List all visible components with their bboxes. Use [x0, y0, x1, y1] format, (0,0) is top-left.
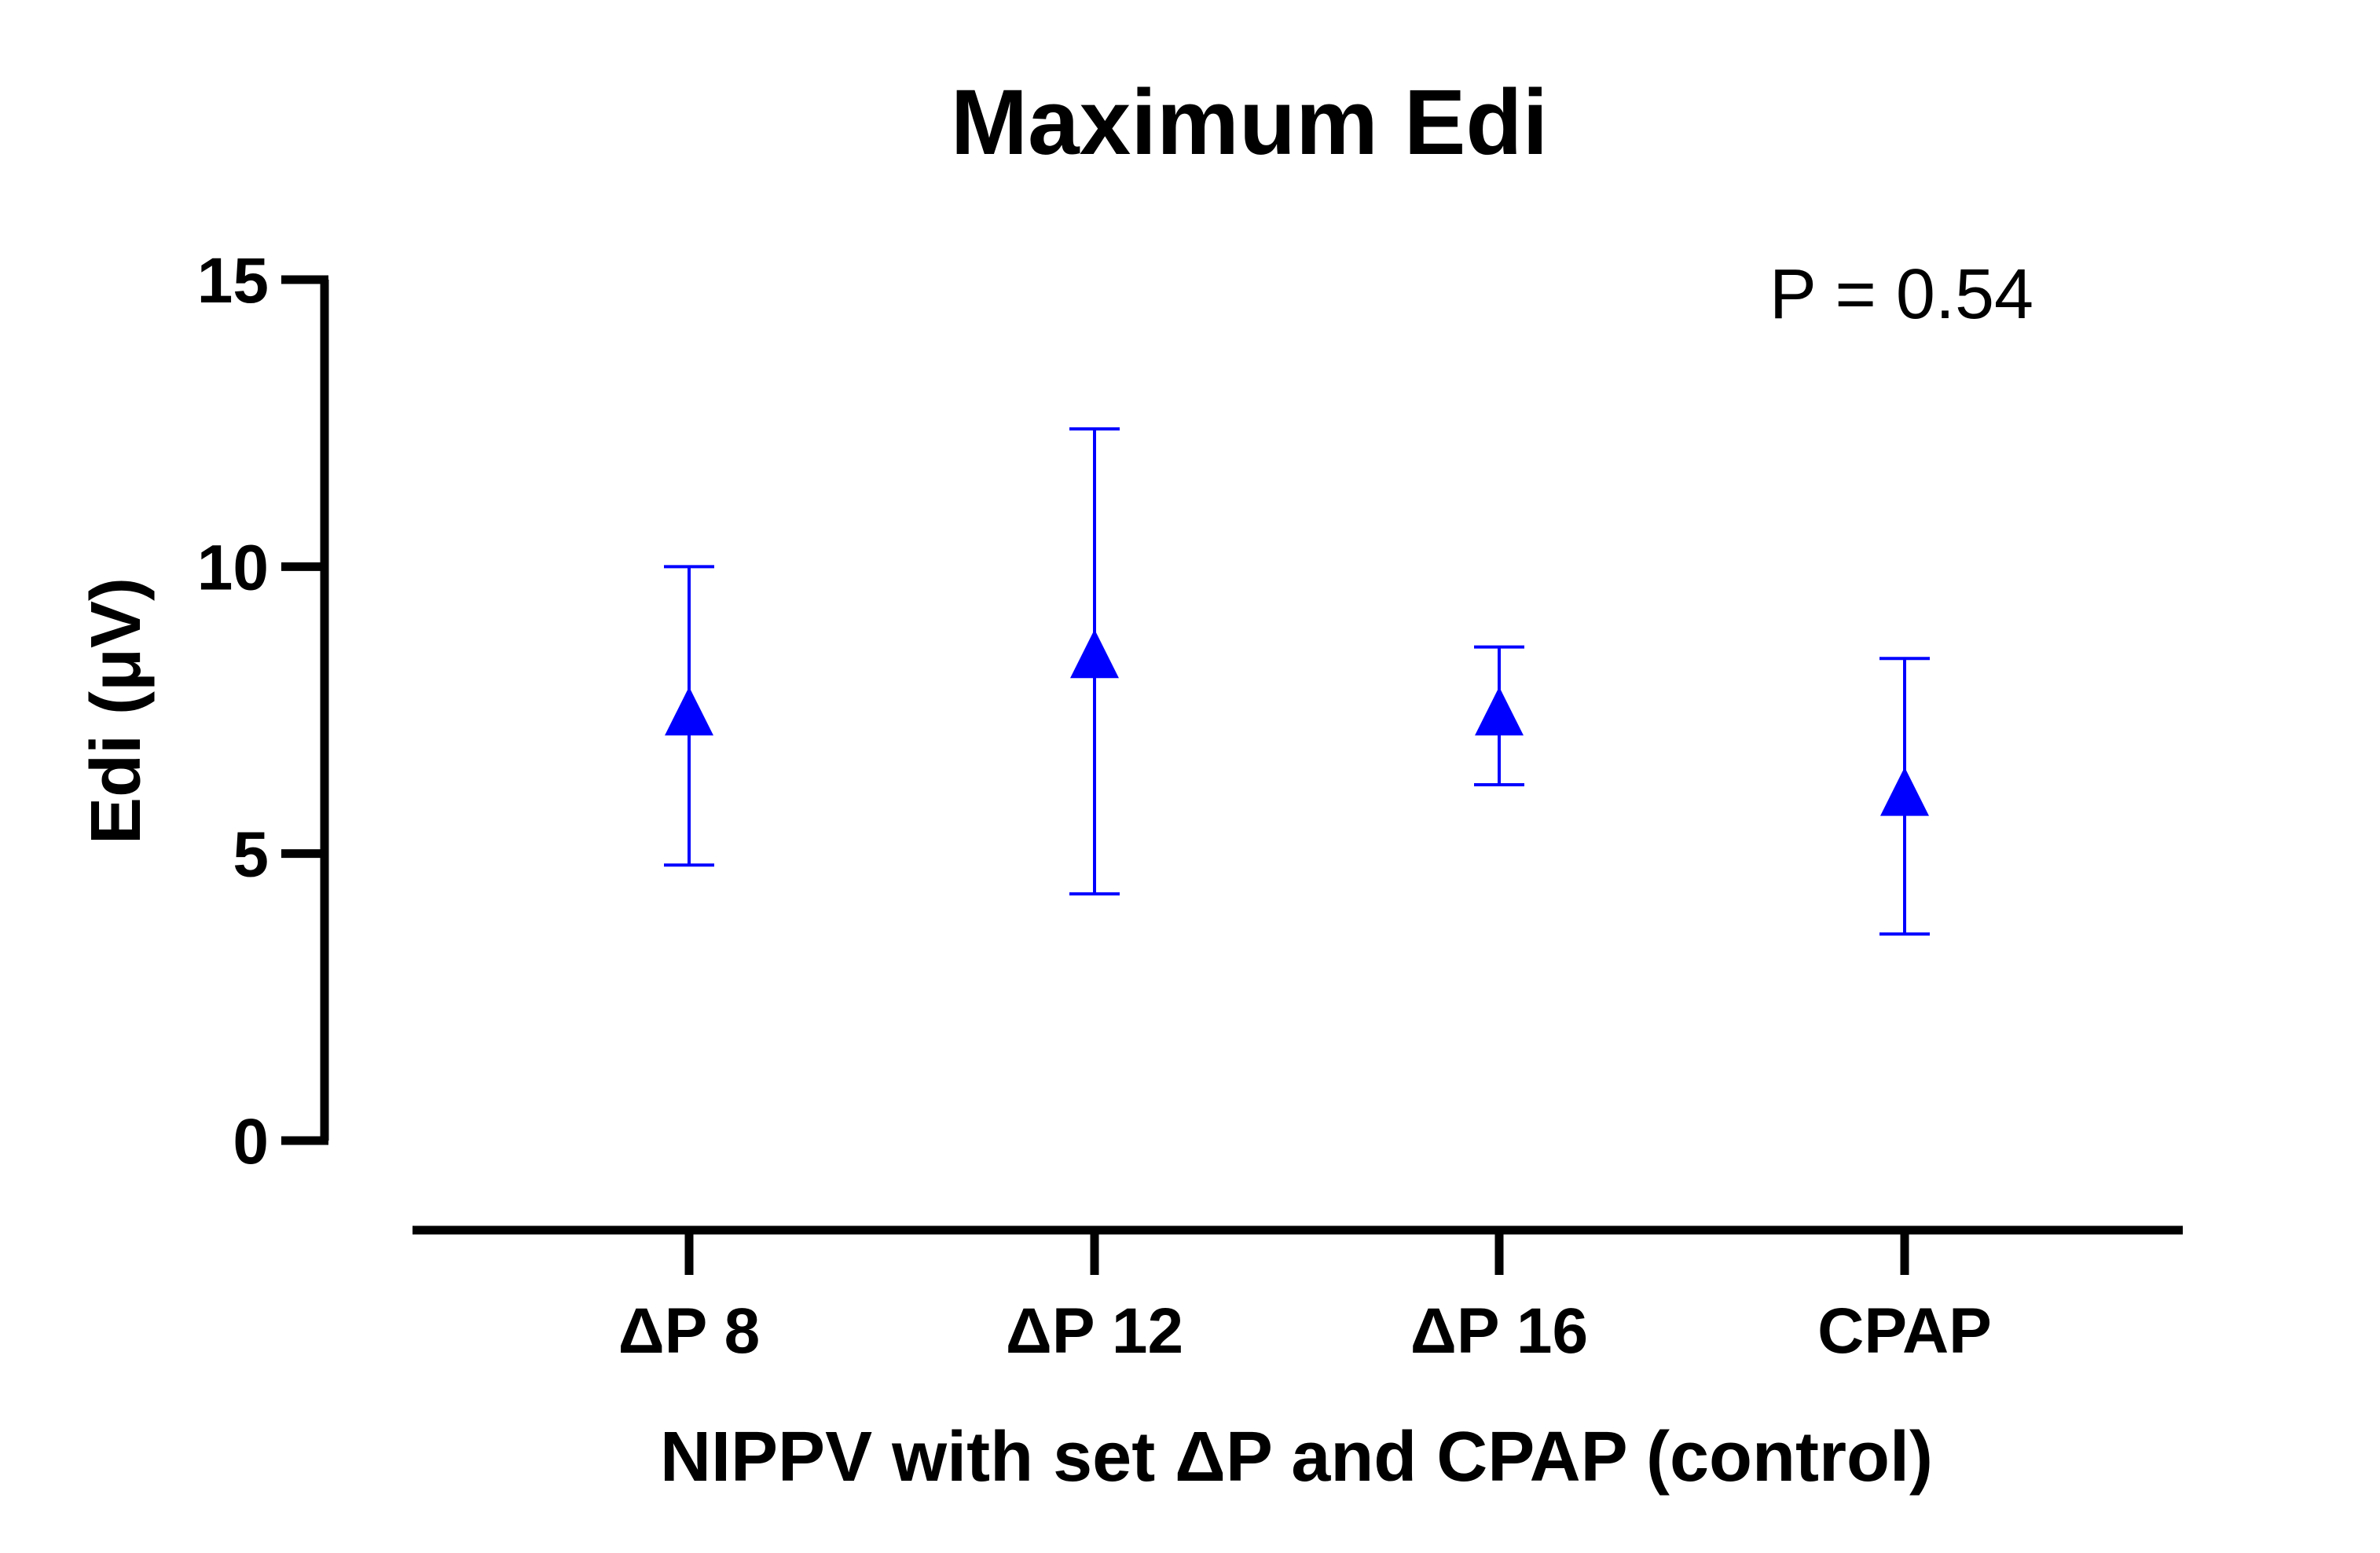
data-point-group [1474, 645, 1524, 786]
triangle-marker [665, 687, 713, 736]
y-tick-label: 15 [197, 245, 269, 317]
data-marks [664, 427, 1930, 936]
y-tick-label: 0 [233, 1106, 269, 1178]
x-tick-label: CPAP [1817, 1295, 1992, 1367]
x-tick-label: ΔP 16 [1410, 1295, 1588, 1367]
x-axis-ticks: ΔP 8 ΔP 12 ΔP 16 CPAP [618, 1227, 1992, 1367]
x-axis-label: NIPPV with set ΔP and CPAP (control) [660, 1418, 1933, 1496]
triangle-marker [1070, 629, 1119, 679]
triangle-marker [1880, 767, 1929, 816]
x-tick-label: ΔP 8 [618, 1295, 761, 1367]
x-tick-label: ΔP 12 [1006, 1295, 1183, 1367]
data-point-group [664, 565, 714, 867]
chart-title: Maximum Edi [951, 71, 1549, 174]
p-value-annotation: P = 0.54 [1769, 255, 2033, 334]
y-axis-ticks: 0 5 10 15 [197, 245, 328, 1178]
y-tick-label: 10 [197, 532, 269, 603]
data-point-group [1879, 657, 1930, 936]
data-point-group [1069, 427, 1120, 896]
y-axis-label: Edi (μV) [77, 577, 156, 844]
triangle-marker [1475, 687, 1524, 736]
y-tick-label: 5 [233, 819, 269, 891]
